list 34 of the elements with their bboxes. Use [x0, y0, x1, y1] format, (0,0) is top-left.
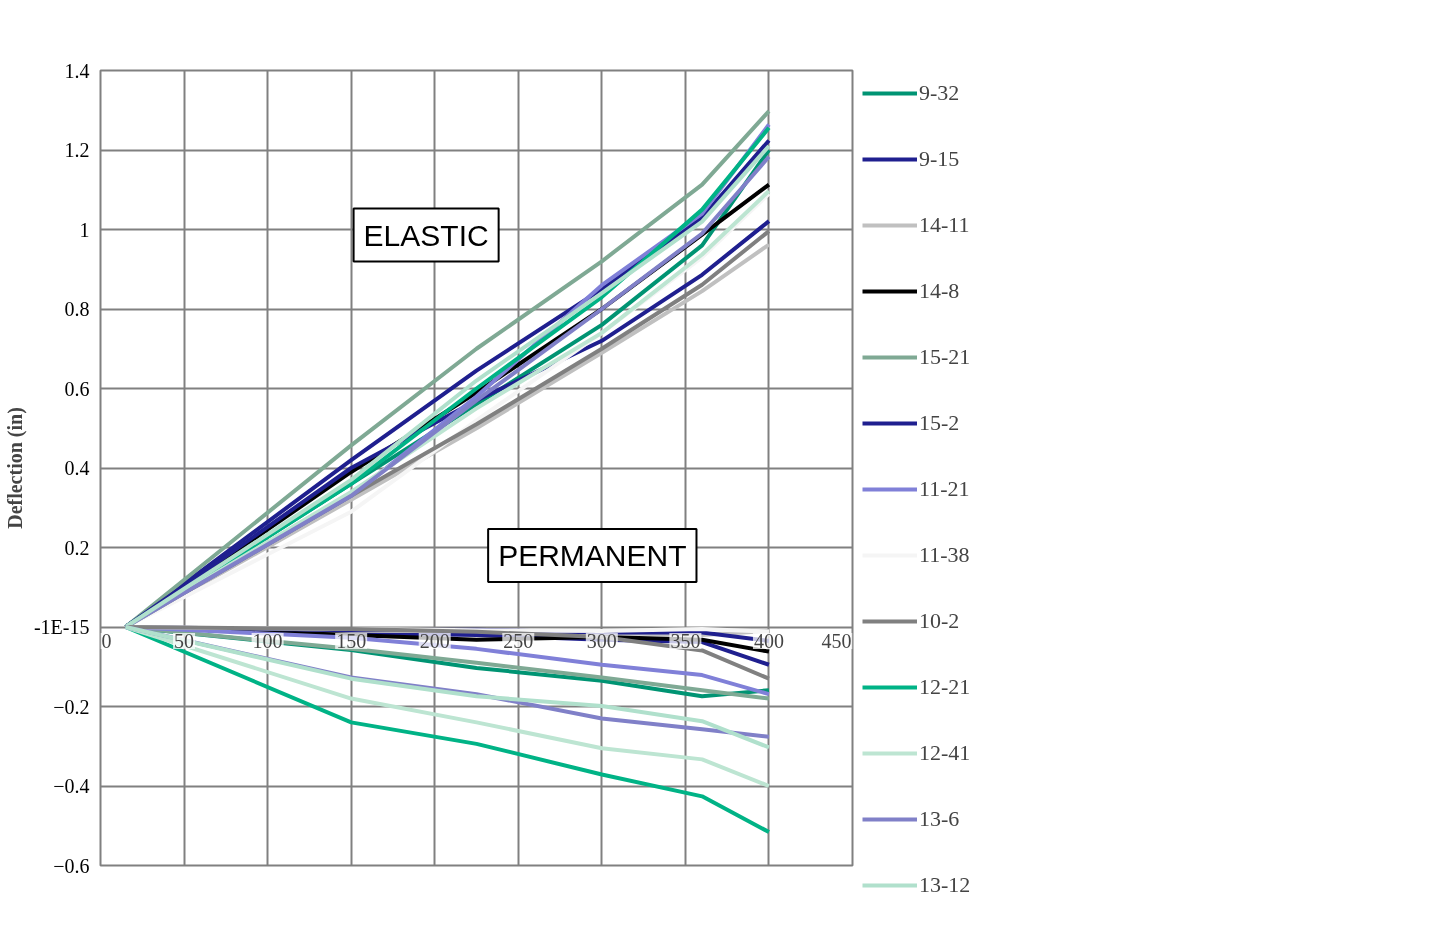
legend-label: 13-12: [919, 872, 971, 898]
legend-label: 11-38: [919, 542, 970, 568]
legend-label: 15-21: [919, 344, 971, 370]
legend-label: 14-11: [919, 212, 970, 238]
y-tick-label: 0.6: [64, 377, 90, 400]
annotation: ELASTIC: [363, 218, 489, 252]
y-tick-label: 1.4: [64, 59, 90, 82]
y-tick-label: -1E-15: [33, 616, 90, 638]
legend-label: 9-15: [919, 146, 960, 172]
x-tick-label: 250: [503, 630, 534, 652]
legend-label: 10-2: [919, 608, 960, 634]
y-tick-label: −0.6: [53, 854, 90, 877]
y-tick-label: 0.4: [64, 457, 90, 479]
legend-label: 9-32: [919, 80, 960, 106]
annotation: PERMANENT: [498, 538, 687, 572]
legend-label: 14-8: [919, 278, 960, 304]
x-tick-label: 0: [101, 630, 112, 652]
x-tick-label: 50: [174, 630, 195, 652]
legend-label: 15-2: [919, 410, 960, 436]
x-tick-label: 200: [419, 630, 450, 652]
y-tick-label: 0.8: [64, 298, 90, 320]
legend-label: 11-21: [919, 476, 970, 502]
x-tick-label: 350: [670, 630, 701, 652]
y-axis-title: Deflection (in): [3, 407, 27, 529]
y-tick-label: −0.2: [53, 695, 90, 718]
legend-label: 13-6: [919, 806, 960, 832]
x-tick-label: 100: [252, 630, 283, 652]
x-tick-label: 450: [821, 630, 852, 652]
y-tick-label: 1: [79, 218, 90, 241]
y-tick-label: −0.4: [53, 775, 90, 797]
legend-label: 12-41: [919, 740, 971, 766]
y-tick-label: 1.2: [64, 139, 90, 161]
legend-label: 12-21: [919, 674, 971, 700]
y-tick-label: 0.2: [64, 536, 90, 559]
